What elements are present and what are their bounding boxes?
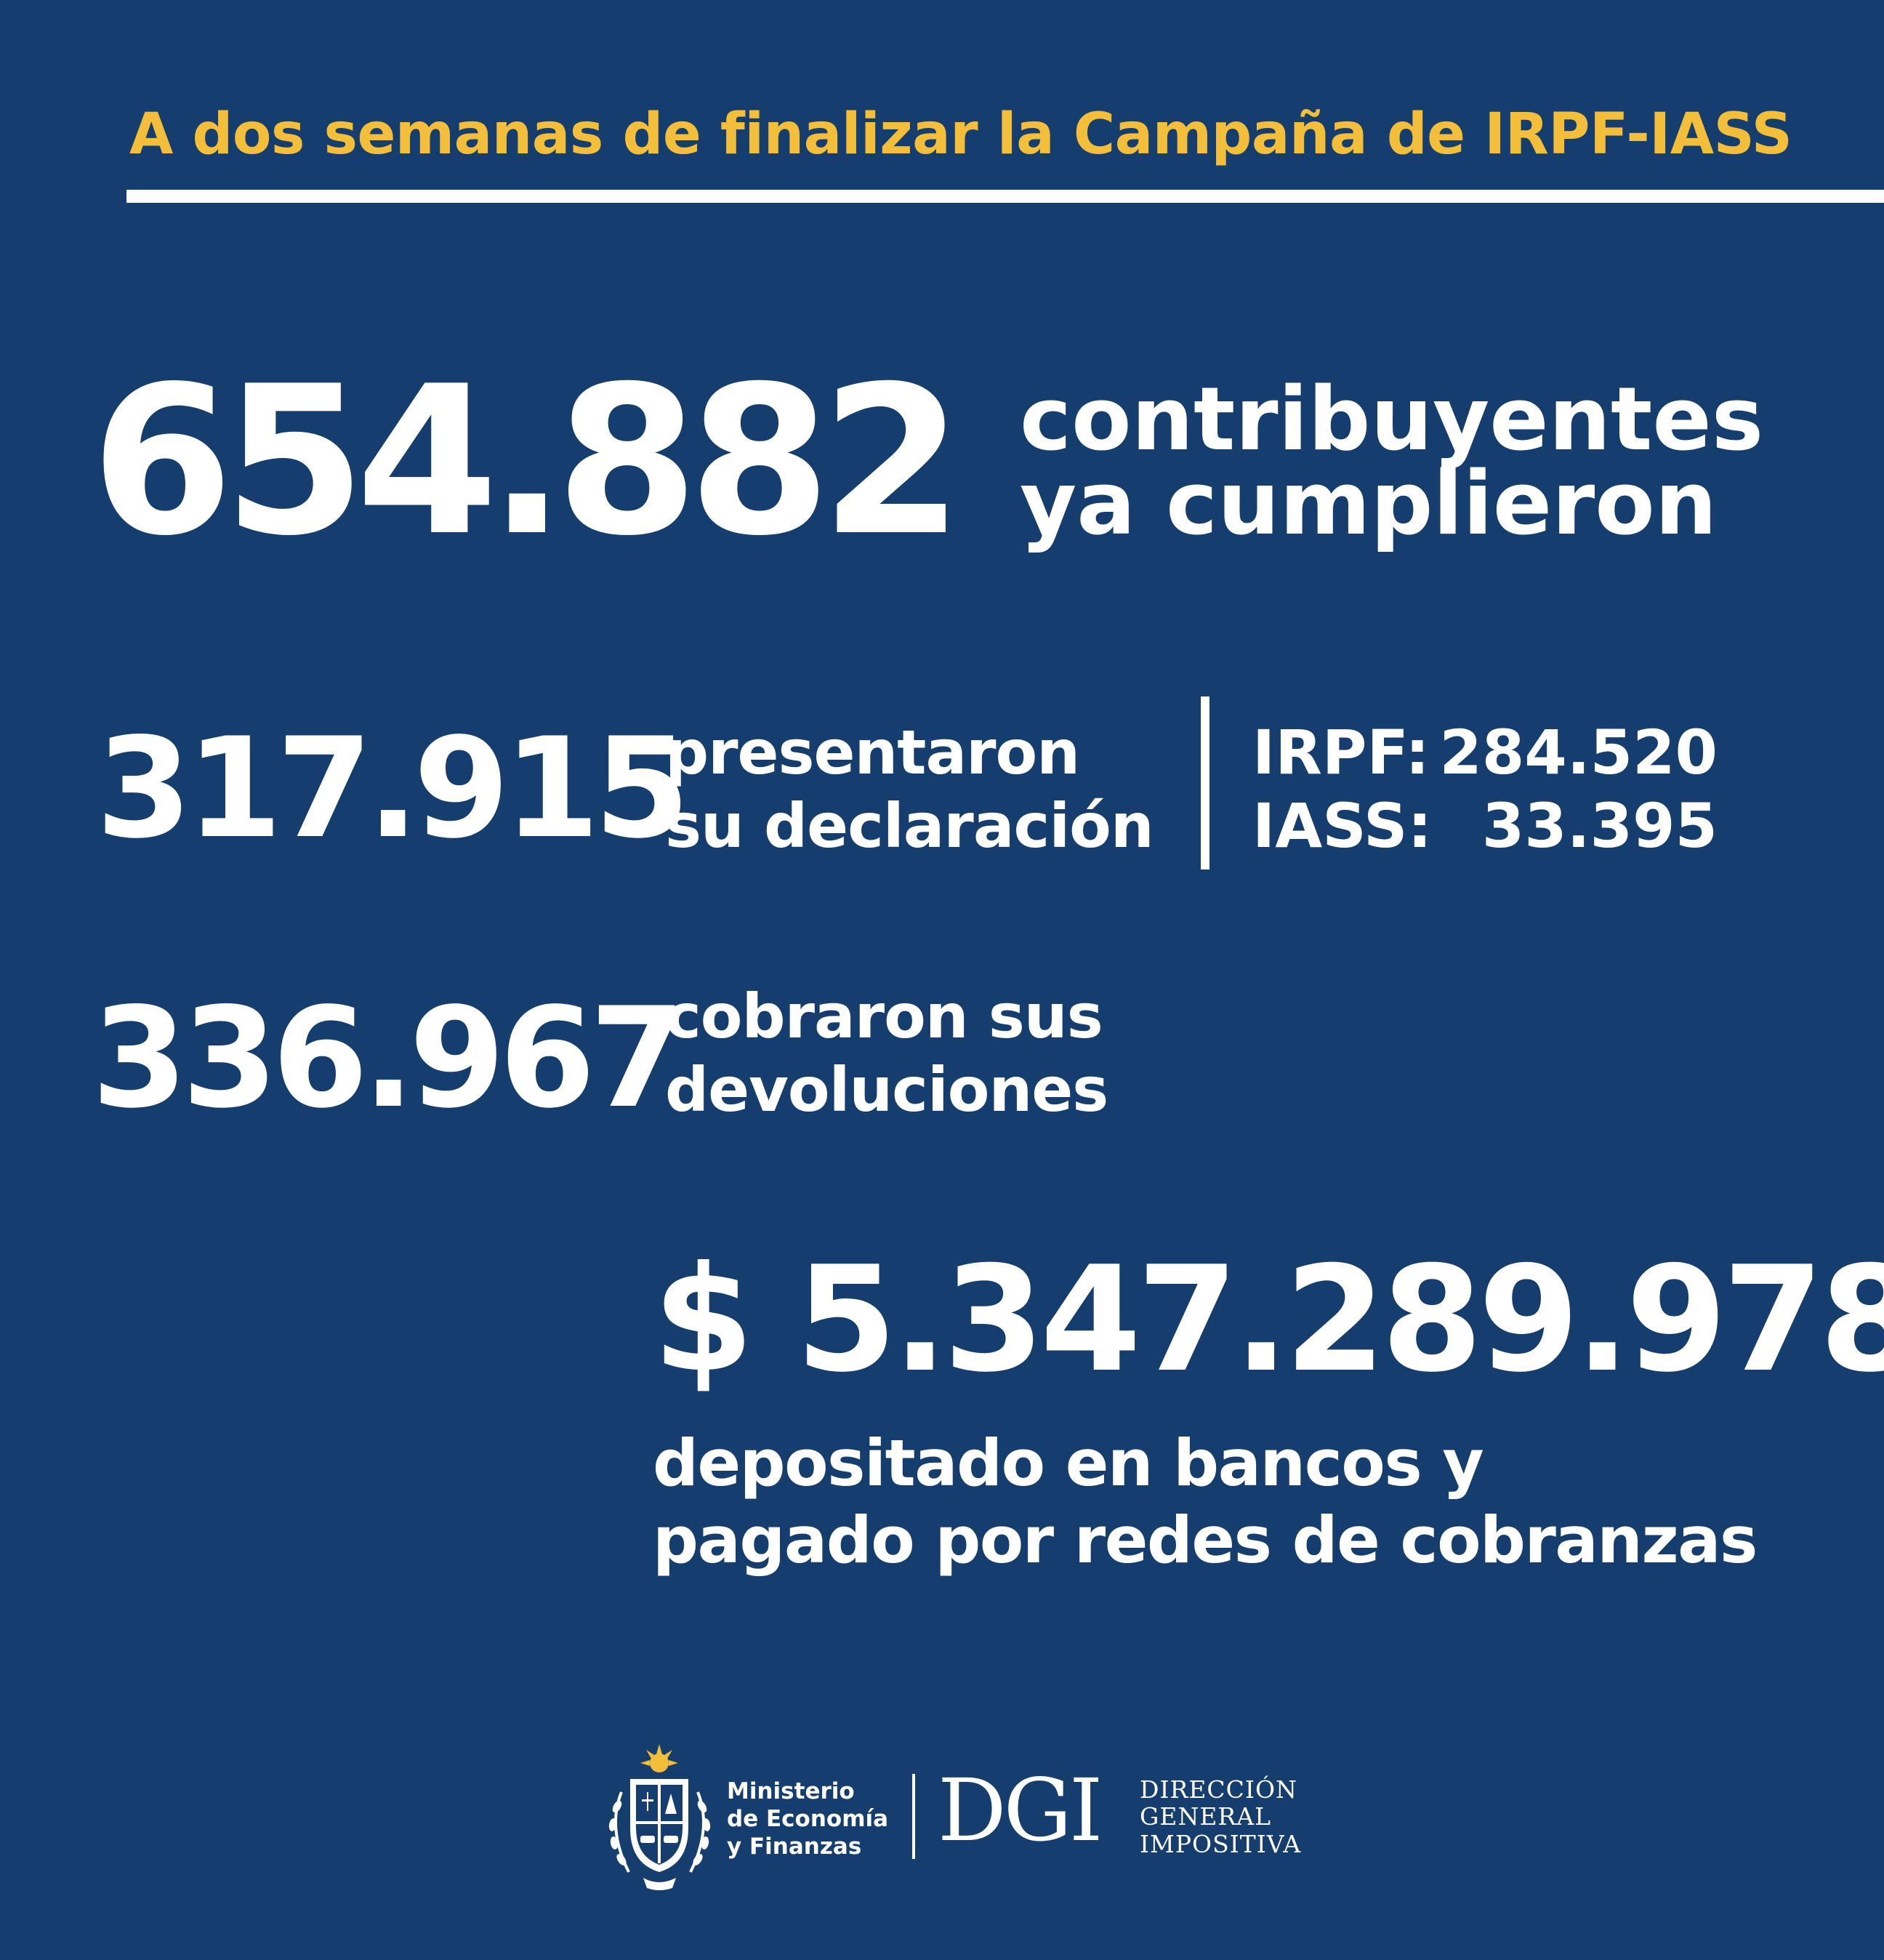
ministry-line-2: de Economía: [727, 1805, 889, 1832]
amount-value: $ 5.347.289.978: [653, 1235, 1884, 1405]
dgi-line-1: DIRECCIÓN: [1140, 1775, 1297, 1804]
declarations-description-line-2: su declaración: [665, 790, 1154, 861]
contributors-count: 654.882: [91, 342, 963, 581]
irpf-value: 284.520: [1439, 717, 1718, 788]
dgi-logo: DGI: [938, 1760, 1103, 1860]
footer-divider: [912, 1774, 915, 1859]
iass-row: IASS: 33.395: [1252, 790, 1718, 863]
refunds-description-line-2: devoluciones: [665, 1053, 1108, 1125]
dgi-line-3: IMPOSITIVA: [1140, 1829, 1302, 1858]
amount-description: depositado en bancos y pagado por redes …: [653, 1425, 1758, 1578]
dgi-full-name: DIRECCIÓN GENERAL IMPOSITIVA: [1140, 1776, 1301, 1857]
declarations-description-line-1: presentaron: [665, 717, 1080, 788]
amount-description-line-2: pagado por redes de cobranzas: [653, 1502, 1758, 1578]
iass-label: IASS:: [1252, 790, 1433, 861]
refunds-count: 336.967: [92, 978, 685, 1138]
contributors-description-line-2: ya cumplieron: [1020, 454, 1718, 555]
headline: A dos semanas de finalizar la Campaña de…: [129, 102, 1792, 167]
irpf-row: IRPF: 284.520: [1252, 716, 1718, 790]
declarations-description: presentaron su declaración: [665, 716, 1154, 863]
iass-value: 33.395: [1481, 790, 1718, 861]
refunds-description: cobraron sus devoluciones: [665, 980, 1108, 1127]
declarations-count: 317.915: [96, 708, 690, 869]
contributors-description: contribuyentes ya cumplieron: [1020, 369, 1764, 555]
amount-description-line-1: depositado en bancos y: [653, 1426, 1484, 1501]
ministry-line-3: y Finanzas: [727, 1833, 862, 1860]
breakdown-divider: [1201, 696, 1209, 869]
header-rule: [126, 190, 1884, 203]
irpf-label: IRPF:: [1252, 717, 1430, 788]
declarations-breakdown: IRPF: 284.520 IASS: 33.395: [1252, 716, 1718, 863]
coat-of-arms-icon: [608, 1744, 711, 1890]
dgi-line-2: GENERAL: [1140, 1802, 1272, 1831]
refunds-description-line-1: cobraron sus: [665, 981, 1103, 1052]
ministry-logo-text: Ministerio de Economía y Finanzas: [727, 1778, 888, 1860]
ministry-line-1: Ministerio: [727, 1778, 855, 1804]
contributors-description-line-1: contribuyentes: [1020, 369, 1764, 470]
